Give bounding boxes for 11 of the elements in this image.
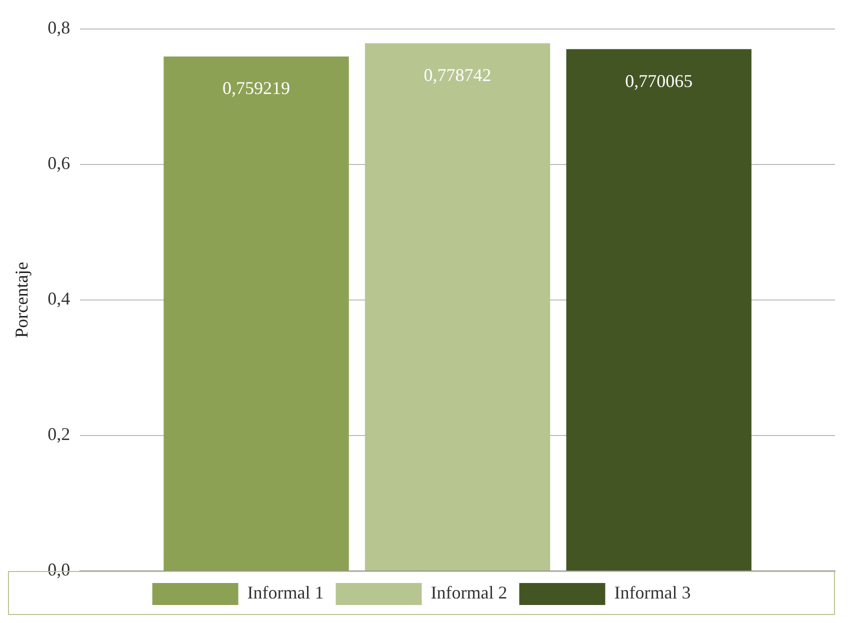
- legend-label: Informal 2: [430, 582, 508, 603]
- data-label: 0,759219: [222, 78, 290, 98]
- y-tick-label: 0,8: [48, 18, 70, 38]
- y-axis-title: Porcentaje: [12, 262, 32, 338]
- legend-label: Informal 3: [614, 582, 691, 603]
- legend-label: Informal 1: [247, 582, 324, 603]
- y-tick-label: 0,4: [48, 288, 70, 309]
- y-tick-label: 0,6: [48, 153, 70, 174]
- data-label: 0,770065: [625, 70, 693, 91]
- y-tick-label: 0,2: [48, 424, 70, 444]
- data-label: 0,778742: [424, 64, 492, 85]
